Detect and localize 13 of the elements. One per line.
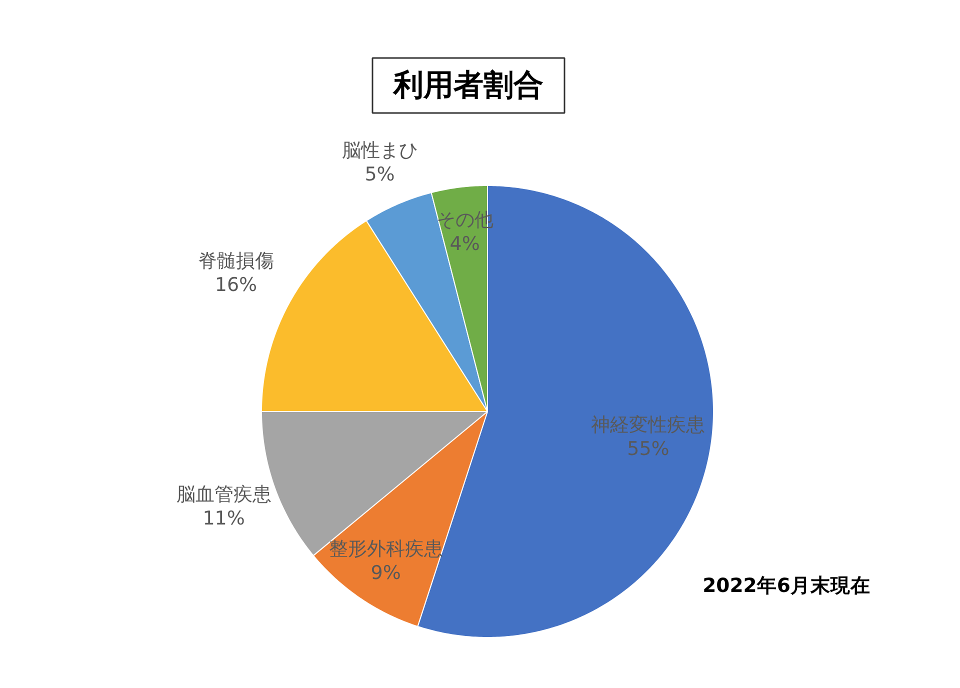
data-label: 9%: [370, 562, 401, 584]
data-label: 11%: [202, 507, 245, 530]
slice-label: 脳性まひ: [342, 140, 418, 162]
slice-label: 神経変性疾患: [591, 414, 706, 436]
slice-label: 脳血管疾患: [176, 483, 272, 506]
data-label: 4%: [450, 233, 480, 256]
slice-label: 整形外科疾患: [328, 538, 443, 560]
slice-label: 脊髄損傷: [198, 250, 274, 272]
data-label: 16%: [214, 274, 258, 296]
data-label: 55%: [627, 438, 670, 460]
data-label: 5%: [364, 164, 395, 186]
text: 2022年6月末現在: [702, 574, 870, 597]
chart-title: 利用者割合: [392, 68, 544, 103]
